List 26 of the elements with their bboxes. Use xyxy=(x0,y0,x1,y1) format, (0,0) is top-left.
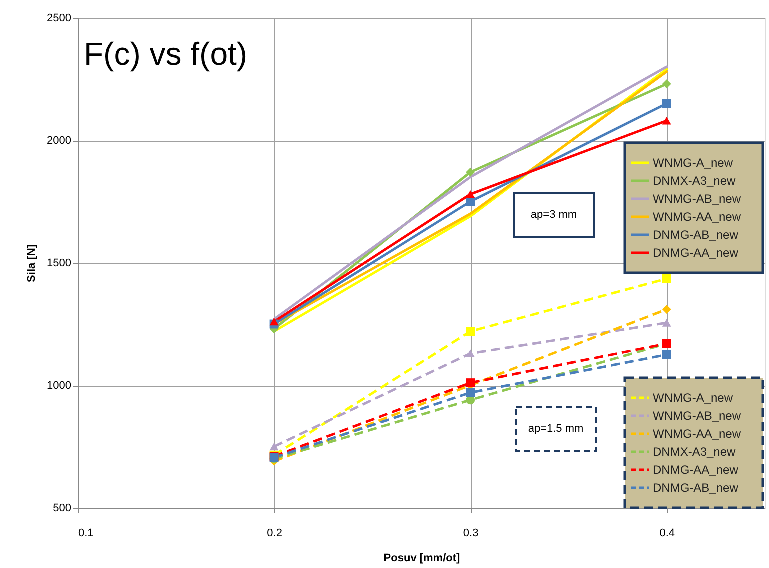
legend-label: DNMG-AA_new xyxy=(653,246,739,260)
legend-label: DNMX-A3_new xyxy=(653,445,736,459)
legend-label: WNMG-AA_new xyxy=(653,210,742,224)
y-tick-label: 500 xyxy=(53,502,72,514)
x-tick-label: 0.4 xyxy=(660,528,676,540)
y-tick-label: 1500 xyxy=(47,258,72,270)
y-tick-label: 2000 xyxy=(47,135,72,147)
x-tick-label: 0.1 xyxy=(78,528,94,540)
x-tick-label: 0.3 xyxy=(463,528,479,540)
legend-label: WNMG-AB_new xyxy=(653,192,742,206)
legend-label: DNMG-AA_new xyxy=(653,463,739,477)
legend-label: WNMG-A_new xyxy=(653,391,734,405)
x-axis-title: Posuv [mm/ot] xyxy=(384,552,461,564)
legend-label: DNMG-AB_new xyxy=(653,481,739,495)
annotation: ap=1.5 mm xyxy=(528,423,584,435)
text: F(c) vs f(ot) xyxy=(84,36,248,72)
legend-label: WNMG-A_new xyxy=(653,156,734,170)
y-tick-label: 2500 xyxy=(47,12,72,24)
legend-label: DNMX-A3_new xyxy=(653,174,736,188)
annotation: ap=3 mm xyxy=(530,209,578,221)
x-tick-label: 0.2 xyxy=(267,528,282,540)
legend-label: DNMG-AB_new xyxy=(653,228,739,242)
y-tick-label: 1000 xyxy=(47,380,72,392)
y-axis-title: Sila [N] xyxy=(26,244,38,282)
legend-label: WNMG-AA_new xyxy=(653,427,742,441)
legend-label: WNMG-AB_new xyxy=(653,409,742,423)
